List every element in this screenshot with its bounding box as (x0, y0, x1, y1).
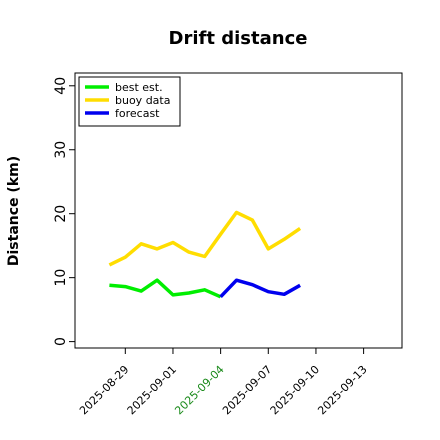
y-tick-label: 40 (53, 77, 69, 95)
chart-title: Drift distance (169, 28, 308, 49)
series-line-best-est (109, 278, 222, 299)
y-tick-label: 30 (53, 141, 69, 159)
legend-label: buoy data (115, 94, 170, 107)
y-tick-label: 10 (53, 269, 69, 287)
series-line-forecast (219, 278, 301, 299)
series-layer (108, 210, 302, 299)
series-line-buoy-data (108, 210, 302, 267)
y-tick-label: 0 (53, 337, 69, 346)
y-axis-label: Distance (km) (6, 156, 22, 266)
legend-label: forecast (115, 107, 160, 120)
x-tick-label: 2025-09-13 (315, 363, 369, 417)
x-tick-label: 2025-09-07 (220, 363, 274, 417)
legend-label: best est. (115, 81, 163, 94)
x-tick-label: 2025-08-29 (77, 363, 131, 417)
x-tick-label: 2025-09-10 (268, 363, 322, 417)
y-tick-label: 20 (53, 205, 69, 223)
x-tick-label: 2025-09-04 (172, 363, 226, 417)
x-tick-label: 2025-09-01 (125, 363, 179, 417)
